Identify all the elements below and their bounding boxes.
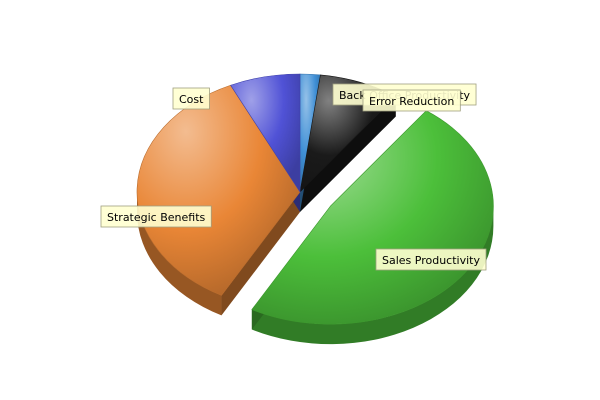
pie-face-3-0: [221, 192, 300, 316]
pie-slice-cost: [230, 73, 301, 194]
pie-wall-2: [251, 206, 494, 345]
pie-face-1-1: [300, 96, 396, 212]
pie-wall-3: [137, 192, 222, 316]
